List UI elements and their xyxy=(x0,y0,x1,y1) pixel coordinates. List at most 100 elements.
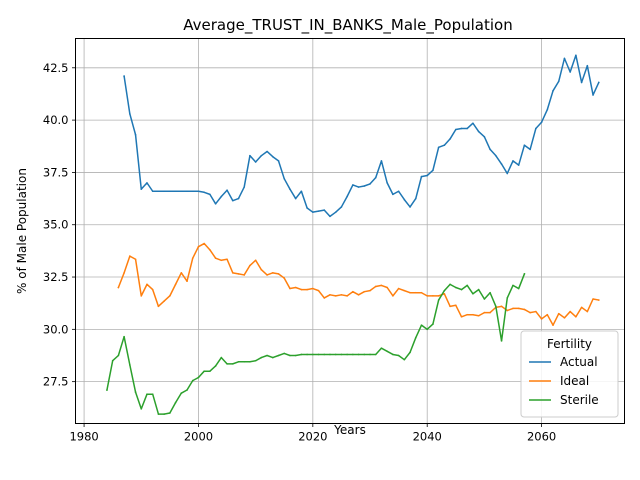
data-point-actual xyxy=(552,90,554,92)
data-point-sterile xyxy=(283,352,286,355)
data-point-ideal xyxy=(517,307,520,310)
data-point-actual xyxy=(237,197,240,200)
data-point-actual xyxy=(231,199,234,202)
data-point-sterile xyxy=(106,389,108,391)
data-point-sterile xyxy=(455,286,457,289)
data-point-ideal xyxy=(277,273,280,275)
data-point-sterile xyxy=(123,335,125,338)
data-point-sterile xyxy=(334,353,337,356)
data-point-sterile xyxy=(506,297,509,299)
data-point-actual xyxy=(260,154,263,157)
data-point-actual xyxy=(437,146,440,149)
data-point-ideal xyxy=(580,306,583,309)
data-point-ideal xyxy=(512,307,514,310)
data-point-ideal xyxy=(357,294,360,296)
data-point-actual xyxy=(386,182,388,184)
data-point-ideal xyxy=(231,272,234,274)
data-point-ideal xyxy=(203,242,205,245)
data-point-sterile xyxy=(432,323,434,325)
data-point-actual xyxy=(254,161,257,163)
chart-title: Average_TRUST_IN_BANKS_Male_Population xyxy=(183,16,512,35)
data-point-ideal xyxy=(403,289,406,292)
data-point-ideal xyxy=(289,287,291,290)
data-point-actual xyxy=(580,81,583,84)
data-point-actual xyxy=(134,133,137,136)
data-point-sterile xyxy=(306,353,308,356)
data-point-actual xyxy=(289,188,291,190)
data-point-actual xyxy=(352,184,354,186)
data-point-actual xyxy=(535,127,537,130)
data-point-ideal xyxy=(432,295,434,297)
data-point-ideal xyxy=(386,286,388,289)
data-point-ideal xyxy=(363,290,366,293)
data-point-actual xyxy=(346,195,348,198)
data-point-ideal xyxy=(214,257,217,260)
data-point-ideal xyxy=(597,299,600,301)
data-point-actual xyxy=(455,128,457,131)
data-point-actual xyxy=(472,122,474,125)
data-point-ideal xyxy=(489,311,491,314)
series-lines xyxy=(106,54,600,415)
data-point-sterile xyxy=(437,299,440,301)
data-point-ideal xyxy=(180,272,183,274)
data-point-actual xyxy=(357,186,360,188)
data-point-ideal xyxy=(409,291,411,294)
data-point-sterile xyxy=(460,288,463,291)
data-point-ideal xyxy=(272,272,274,274)
data-point-sterile xyxy=(134,391,137,393)
data-point-actual xyxy=(123,75,125,77)
data-point-ideal xyxy=(146,283,148,286)
x-tick-label: 2000 xyxy=(184,430,213,444)
data-point-actual xyxy=(300,190,303,193)
data-point-ideal xyxy=(466,313,469,316)
data-point-sterile xyxy=(277,354,280,357)
data-point-actual xyxy=(146,182,148,184)
data-point-ideal xyxy=(592,298,594,300)
data-point-ideal xyxy=(546,313,549,316)
data-point-ideal xyxy=(169,295,171,297)
data-point-ideal xyxy=(397,287,400,290)
data-point-ideal xyxy=(500,305,503,308)
data-point-ideal xyxy=(477,314,480,317)
x-tick-label: 2060 xyxy=(527,430,556,444)
data-point-actual xyxy=(157,190,160,193)
data-point-actual xyxy=(414,197,417,200)
data-point-ideal xyxy=(472,313,474,316)
data-point-ideal xyxy=(380,284,383,287)
data-point-actual xyxy=(294,197,297,200)
data-point-actual xyxy=(174,190,177,193)
data-point-sterile xyxy=(500,340,503,342)
data-point-ideal xyxy=(157,305,160,308)
data-point-sterile xyxy=(392,353,394,356)
data-point-ideal xyxy=(266,274,268,276)
data-point-ideal xyxy=(260,268,263,271)
data-point-ideal xyxy=(392,295,394,297)
y-tick-label: 37.5 xyxy=(43,165,69,179)
legend-label-actual: Actual xyxy=(560,355,598,369)
data-point-actual xyxy=(323,209,326,211)
data-point-ideal xyxy=(443,292,446,295)
data-point-ideal xyxy=(483,311,486,314)
data-point-sterile xyxy=(369,353,371,356)
data-point-sterile xyxy=(289,354,291,357)
data-point-ideal xyxy=(294,286,297,289)
data-point-sterile xyxy=(443,289,446,292)
data-point-actual xyxy=(169,190,171,193)
data-point-sterile xyxy=(272,356,274,359)
data-point-actual xyxy=(449,138,451,140)
data-point-ideal xyxy=(197,245,200,248)
data-point-actual xyxy=(489,148,491,151)
data-point-actual xyxy=(163,190,165,193)
data-point-ideal xyxy=(243,274,245,276)
data-point-actual xyxy=(214,203,217,205)
data-point-ideal xyxy=(329,294,331,296)
data-point-sterile xyxy=(260,356,263,359)
data-point-ideal xyxy=(140,295,143,297)
legend-label-sterile: Sterile xyxy=(560,393,599,407)
data-point-ideal xyxy=(123,272,125,274)
data-point-ideal xyxy=(374,285,377,288)
legend-items: Actual Ideal Sterile xyxy=(529,355,599,407)
data-point-sterile xyxy=(449,283,451,286)
data-point-sterile xyxy=(203,370,205,372)
data-point-sterile xyxy=(357,353,360,356)
